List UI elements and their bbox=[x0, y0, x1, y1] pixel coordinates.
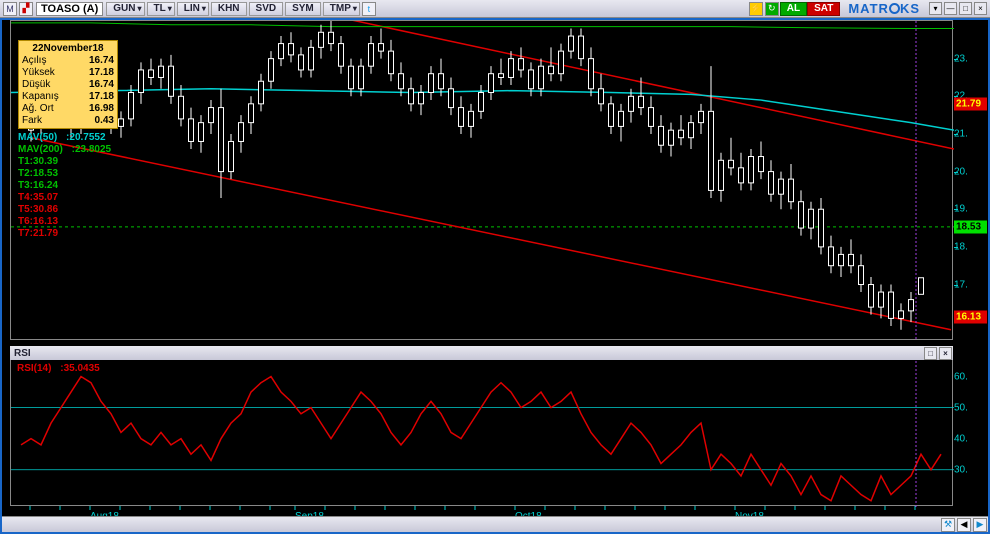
nav-right-icon[interactable]: ▶ bbox=[973, 518, 987, 532]
minimize-icon[interactable]: — bbox=[944, 2, 957, 15]
y-tick-label: 18. bbox=[954, 241, 982, 252]
ohlc-info-box: 22November18 Açılış16.74Yüksek17.18Düşük… bbox=[18, 40, 118, 129]
indicator-row: T6:16.13 bbox=[18, 216, 111, 228]
indicator-row: T1:30.39 bbox=[18, 156, 111, 168]
info-date: 22November18 bbox=[22, 42, 114, 55]
ticker-symbol[interactable]: TOASO (A) bbox=[36, 2, 103, 16]
close-icon[interactable]: × bbox=[974, 2, 987, 15]
scale-lin-button[interactable]: LIN bbox=[177, 2, 209, 16]
sym-button[interactable]: SYM bbox=[285, 2, 321, 16]
chart-container: 17.18.19.20.21.22.23. 21.7918.5316.13 22… bbox=[0, 18, 990, 534]
bolt-icon[interactable]: ⚡ bbox=[749, 2, 763, 16]
price-tag: 21.79 bbox=[954, 98, 987, 111]
rsi-header: RSI □ × bbox=[10, 346, 953, 360]
y-tick-label: 23. bbox=[954, 53, 982, 64]
tool-icon[interactable]: ⚒ bbox=[941, 518, 955, 532]
khn-button[interactable]: KHN bbox=[211, 2, 247, 16]
maximize-icon[interactable]: □ bbox=[959, 2, 972, 15]
period-gun-button[interactable]: GUN bbox=[106, 2, 144, 16]
price-tag: 16.13 bbox=[954, 311, 987, 324]
indicator-row: T4:35.07 bbox=[18, 192, 111, 204]
info-row: Yüksek17.18 bbox=[22, 67, 114, 79]
rsi-title: RSI bbox=[14, 348, 31, 359]
refresh-icon[interactable]: ↻ bbox=[765, 2, 779, 16]
rsi-maximize-icon[interactable]: □ bbox=[924, 347, 937, 360]
currency-tl-button[interactable]: TL bbox=[147, 2, 175, 16]
indicator-row: T7:21.79 bbox=[18, 228, 111, 240]
app-icon[interactable]: M bbox=[3, 2, 17, 16]
buy-button[interactable]: AL bbox=[780, 2, 807, 16]
sell-button[interactable]: SAT bbox=[807, 2, 840, 16]
y-tick-label: 21. bbox=[954, 128, 982, 139]
chart-type-icon[interactable]: ▞ bbox=[19, 2, 33, 16]
status-bar: ⚒ ◀ ▶ bbox=[2, 516, 988, 532]
indicator-row: MAV(200) :23.8025 bbox=[18, 144, 111, 156]
rsi-y-tick-label: 30. bbox=[954, 464, 982, 475]
y-tick-label: 19. bbox=[954, 204, 982, 215]
toolbar: M ▞ TOASO (A) GUN TL LIN KHN SVD SYM TMP… bbox=[0, 0, 990, 18]
y-tick-label: 17. bbox=[954, 279, 982, 290]
rsi-chart[interactable]: 30.40.50.60. RSI(14) :35.0435 bbox=[10, 346, 953, 506]
rsi-y-tick-label: 50. bbox=[954, 402, 982, 413]
y-tick-label: 20. bbox=[954, 166, 982, 177]
collapse-icon[interactable]: ▾ bbox=[929, 2, 942, 15]
indicators-legend: MAV(50) :20.7552MAV(200) :23.8025T1:30.3… bbox=[18, 132, 111, 240]
twitter-icon[interactable]: t bbox=[362, 2, 376, 16]
rsi-y-tick-label: 40. bbox=[954, 433, 982, 444]
indicator-row: T2:18.53 bbox=[18, 168, 111, 180]
nav-left-icon[interactable]: ◀ bbox=[957, 518, 971, 532]
indicator-row: T3:16.24 bbox=[18, 180, 111, 192]
tmp-button[interactable]: TMP bbox=[323, 2, 360, 16]
indicator-row: T5:30.86 bbox=[18, 204, 111, 216]
indicator-row: MAV(50) :20.7552 bbox=[18, 132, 111, 144]
brand-logo: MATRKS bbox=[840, 1, 928, 16]
main-price-chart[interactable]: 17.18.19.20.21.22.23. 21.7918.5316.13 bbox=[10, 20, 953, 340]
rsi-y-tick-label: 60. bbox=[954, 371, 982, 382]
info-row: Ağ. Ort16.98 bbox=[22, 103, 114, 115]
info-row: Fark0.43 bbox=[22, 115, 114, 127]
info-row: Açılış16.74 bbox=[22, 55, 114, 67]
price-tag: 18.53 bbox=[954, 220, 987, 233]
rsi-close-icon[interactable]: × bbox=[939, 347, 952, 360]
svd-button[interactable]: SVD bbox=[249, 2, 284, 16]
info-row: Kapanış17.18 bbox=[22, 91, 114, 103]
info-row: Düşük16.74 bbox=[22, 79, 114, 91]
